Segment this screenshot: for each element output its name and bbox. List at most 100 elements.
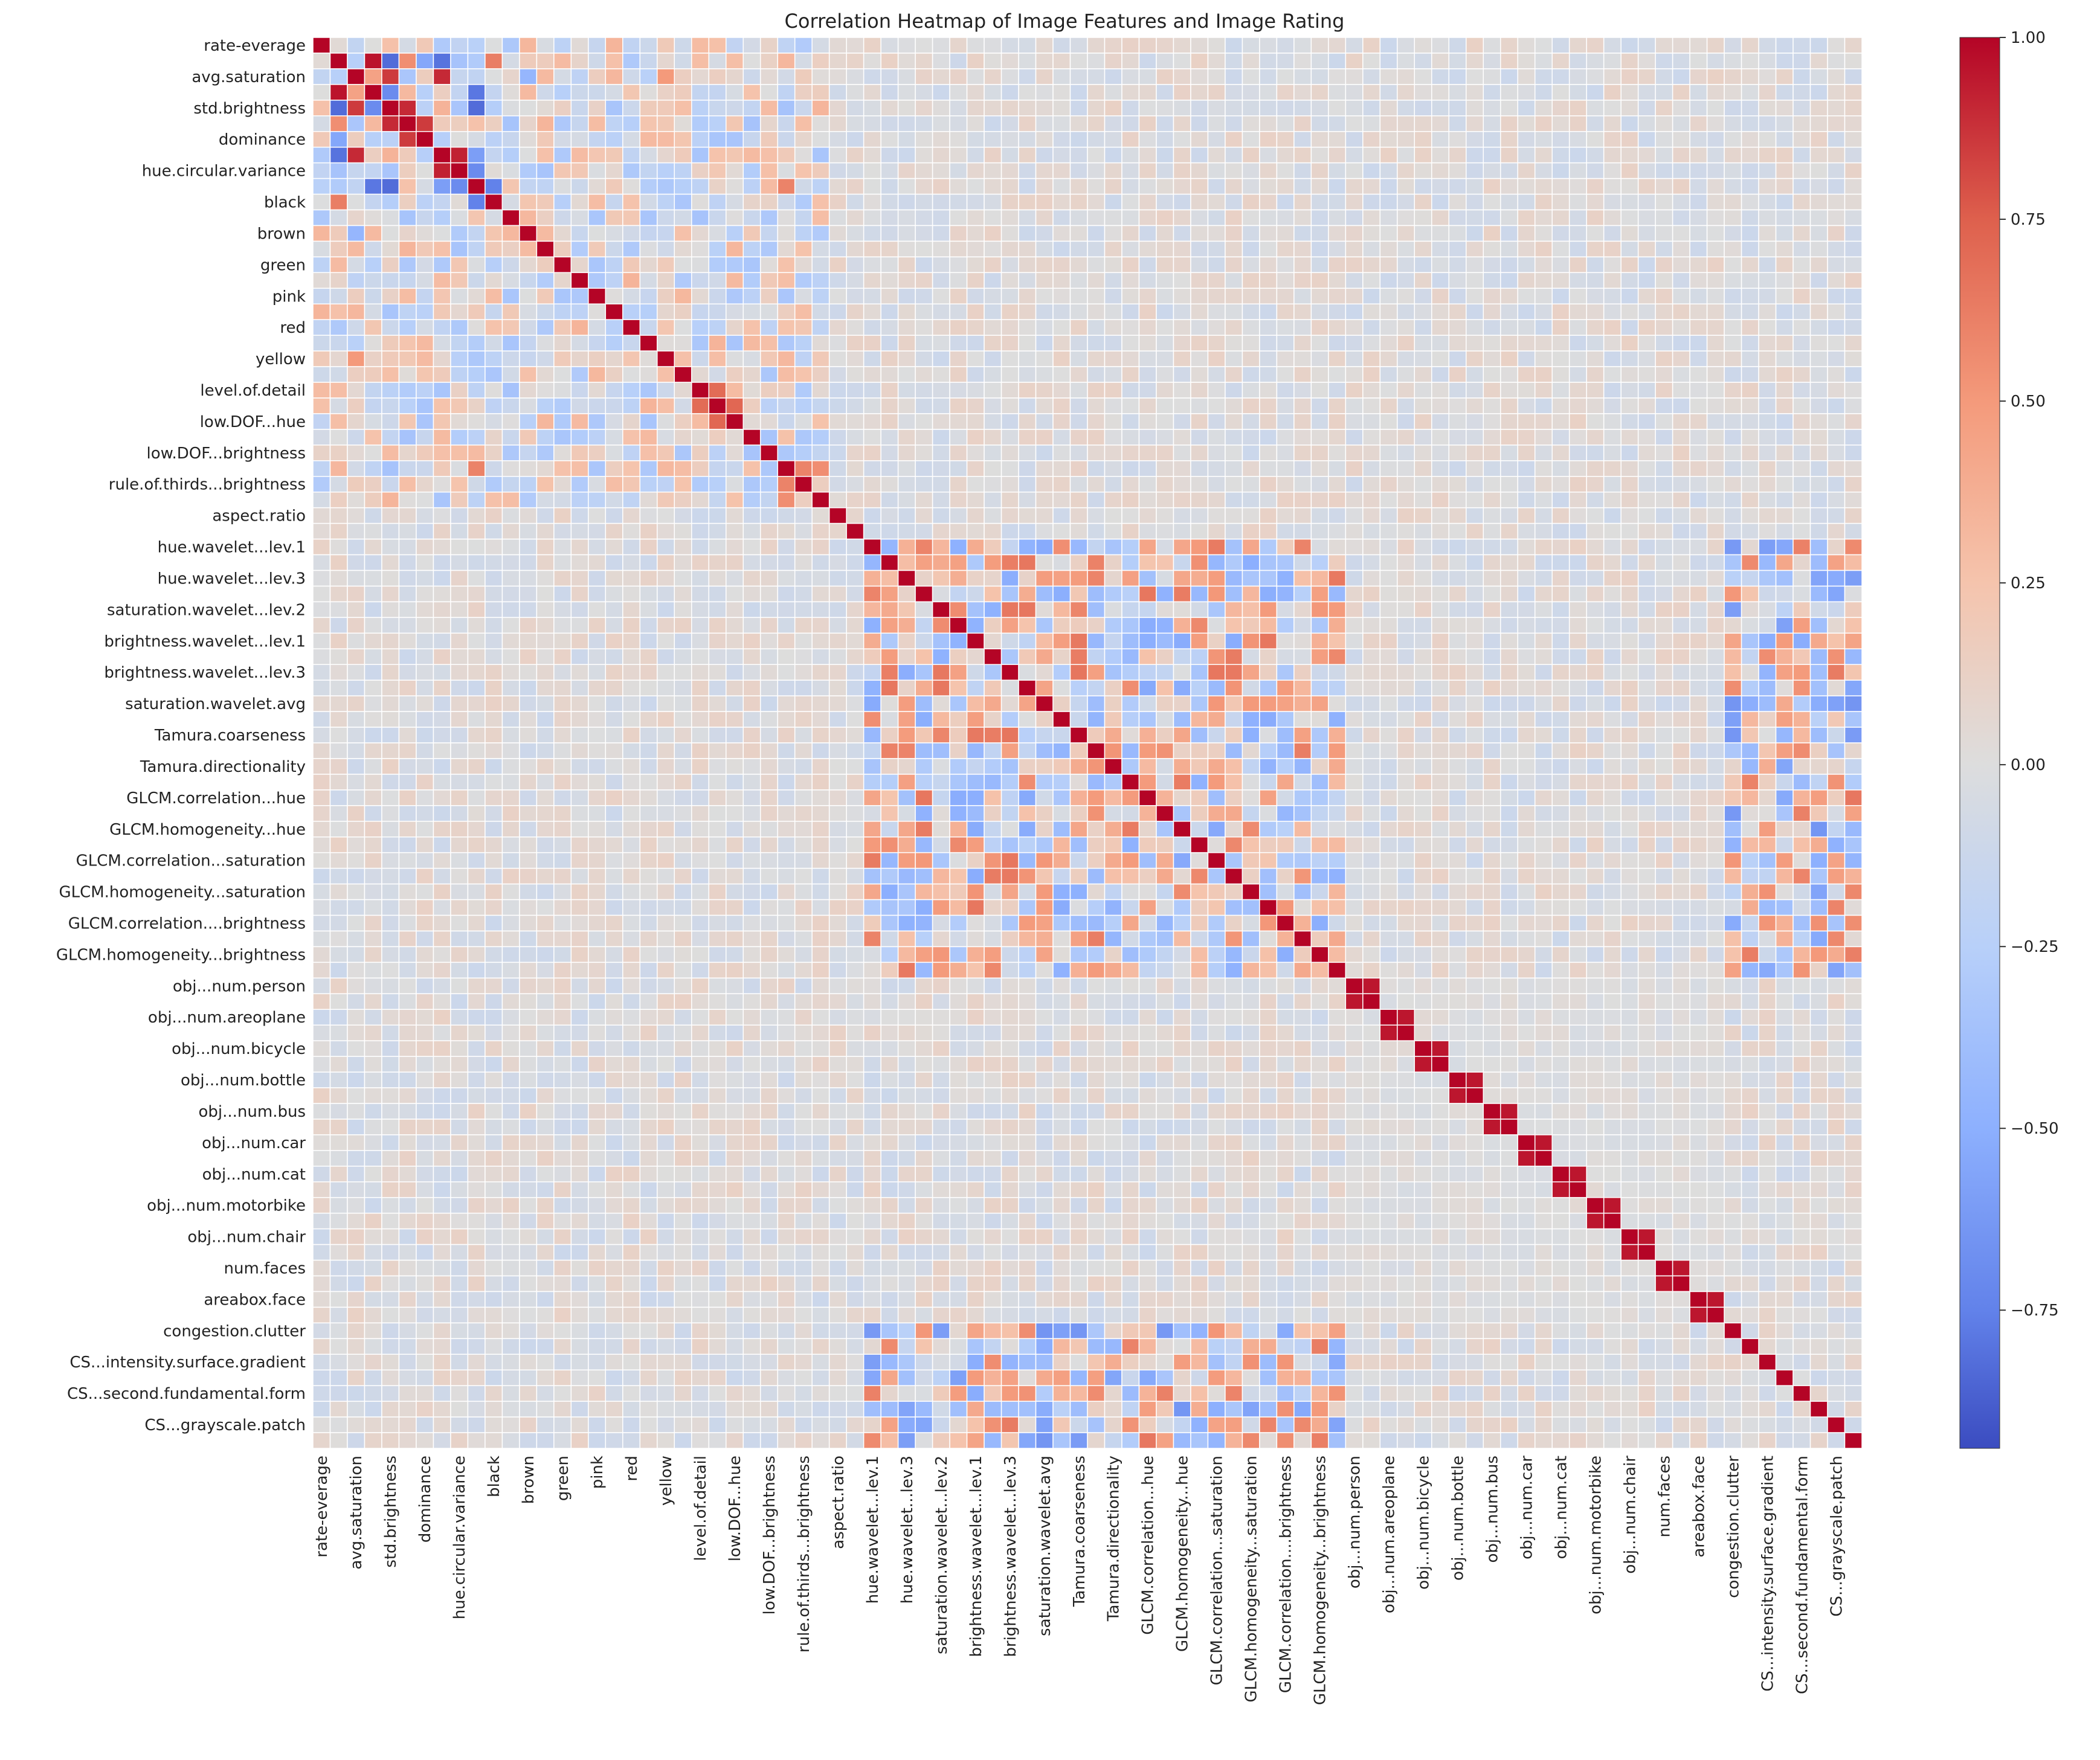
- heatmap-cell: [1225, 429, 1243, 446]
- heatmap-cell: [1293, 240, 1312, 258]
- heatmap-cell: [1637, 507, 1656, 524]
- heatmap-cell: [398, 774, 417, 791]
- heatmap-cell: [1069, 758, 1088, 775]
- heatmap-cell: [1328, 37, 1347, 54]
- heatmap-cell: [708, 821, 727, 838]
- heatmap-cell: [674, 53, 692, 69]
- heatmap-cell: [450, 413, 469, 430]
- heatmap-cell: [863, 303, 881, 320]
- heatmap-cell: [966, 507, 985, 524]
- heatmap-cell: [1397, 867, 1416, 885]
- heatmap-cell: [398, 272, 417, 289]
- heatmap-cell: [1637, 867, 1656, 885]
- heatmap-cell: [1586, 303, 1605, 320]
- heatmap-cell: [1138, 350, 1157, 367]
- heatmap-cell: [1706, 256, 1725, 274]
- heatmap-cell: [1414, 146, 1432, 164]
- heatmap-cell: [1190, 679, 1209, 696]
- heatmap-cell: [1207, 68, 1226, 85]
- heatmap-cell: [570, 601, 589, 618]
- heatmap-cell: [742, 193, 761, 211]
- heatmap-cell: [1792, 178, 1811, 195]
- heatmap-cell: [553, 491, 572, 509]
- heatmap-cell: [1379, 115, 1398, 132]
- heatmap-cell: [984, 37, 1002, 54]
- heatmap-cell: [398, 883, 417, 901]
- heatmap-cell: [347, 53, 366, 69]
- heatmap-cell: [846, 460, 865, 477]
- heatmap-cell: [570, 162, 589, 179]
- heatmap-cell: [1156, 84, 1174, 101]
- heatmap-cell: [759, 162, 778, 179]
- heatmap-cell: [1551, 711, 1570, 728]
- heatmap-cell: [1362, 115, 1381, 132]
- heatmap-cell: [1414, 272, 1432, 289]
- heatmap-cell: [708, 429, 727, 446]
- heatmap-cell: [811, 37, 830, 54]
- heatmap-cell: [1225, 460, 1243, 477]
- heatmap-cell: [553, 805, 572, 822]
- heatmap-cell: [519, 115, 538, 132]
- heatmap-cell: [1293, 460, 1312, 477]
- heatmap-cell: [828, 805, 847, 822]
- heatmap-cell: [949, 867, 968, 885]
- heatmap-cell: [657, 491, 675, 509]
- heatmap-cell: [1448, 522, 1467, 540]
- heatmap-cell: [501, 522, 520, 540]
- heatmap-cell: [570, 115, 589, 132]
- heatmap-cell: [1448, 476, 1467, 493]
- heatmap-cell: [1448, 193, 1467, 211]
- heatmap-cell: [657, 178, 675, 195]
- heatmap-cell: [553, 350, 572, 367]
- heatmap-cell: [1706, 350, 1725, 367]
- heatmap-cell: [691, 899, 710, 916]
- heatmap-cell: [1517, 445, 1536, 461]
- heatmap-cell: [657, 836, 675, 853]
- heatmap-cell: [1379, 397, 1398, 414]
- heatmap-cell: [1328, 130, 1347, 148]
- heatmap-cell: [1586, 664, 1605, 681]
- heatmap-cell: [450, 883, 469, 901]
- heatmap-cell: [1724, 225, 1742, 242]
- heatmap-cell: [1827, 507, 1846, 524]
- heatmap-cell: [1551, 758, 1570, 775]
- heatmap-cell: [605, 53, 623, 69]
- heatmap-cell: [1069, 538, 1088, 556]
- heatmap-cell: [1758, 115, 1777, 132]
- heatmap-cell: [433, 84, 451, 101]
- heatmap-cell: [1052, 162, 1071, 179]
- heatmap-cell: [416, 37, 434, 54]
- heatmap-cell: [1792, 272, 1811, 289]
- heatmap-cell: [1551, 491, 1570, 509]
- heatmap-cell: [897, 821, 916, 838]
- heatmap-cell: [1379, 429, 1398, 446]
- heatmap-cell: [1345, 84, 1364, 101]
- heatmap-cell: [1293, 867, 1312, 885]
- heatmap-cell: [915, 84, 933, 101]
- heatmap-cell: [846, 742, 865, 759]
- heatmap-cell: [1724, 727, 1742, 744]
- heatmap-cell: [1035, 272, 1054, 289]
- heatmap-cell: [639, 821, 658, 838]
- heatmap-cell: [1328, 256, 1347, 274]
- heatmap-cell: [1517, 538, 1536, 556]
- heatmap-cell: [1809, 742, 1828, 759]
- heatmap-cell: [708, 852, 727, 869]
- heatmap-cell: [1483, 84, 1501, 101]
- heatmap-cell: [1379, 805, 1398, 822]
- heatmap-cell: [1499, 225, 1518, 242]
- heatmap-cell: [312, 209, 331, 226]
- heatmap-cell: [1259, 507, 1278, 524]
- heatmap-cell: [1466, 272, 1484, 289]
- heatmap-cell: [485, 37, 503, 54]
- heatmap-cell: [1551, 554, 1570, 571]
- heatmap-cell: [485, 256, 503, 274]
- heatmap-cell: [777, 538, 796, 556]
- heatmap-cell: [605, 287, 623, 305]
- heatmap-cell: [794, 821, 813, 838]
- heatmap-cell: [828, 460, 847, 477]
- heatmap-cell: [1551, 742, 1570, 759]
- heatmap-cell: [1689, 711, 1708, 728]
- heatmap-cell: [1397, 554, 1416, 571]
- heatmap-cell: [915, 570, 933, 587]
